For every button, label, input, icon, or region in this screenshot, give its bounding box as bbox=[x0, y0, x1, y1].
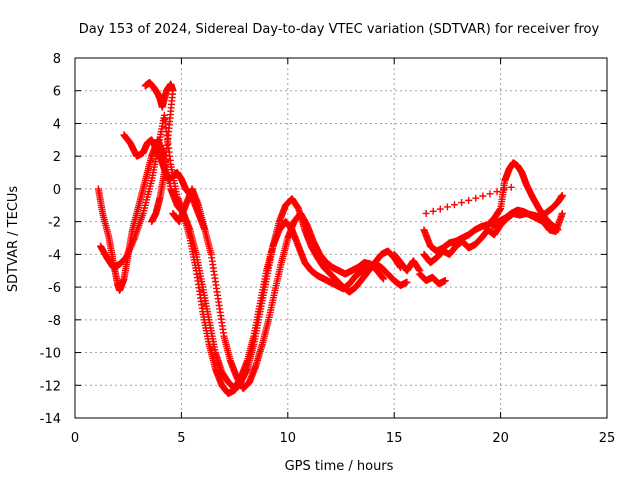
data-marks bbox=[94, 79, 566, 397]
data-point-marker bbox=[416, 267, 424, 275]
data-point-marker bbox=[558, 191, 566, 199]
plot-frame bbox=[74, 57, 608, 419]
data-point-marker bbox=[493, 188, 501, 196]
x-tick-label: 10 bbox=[280, 431, 297, 446]
series-track-f bbox=[420, 159, 562, 255]
y-tick-label: -14 bbox=[40, 412, 61, 427]
y-tick-label: -4 bbox=[48, 248, 61, 263]
data-point-marker bbox=[472, 194, 480, 202]
x-tick-label: 0 bbox=[71, 431, 79, 446]
y-tick-label: -10 bbox=[40, 347, 61, 362]
data-point-marker bbox=[441, 277, 449, 285]
data-point-marker bbox=[403, 278, 411, 286]
chart-title: Day 153 of 2024, Sidereal Day-to-day VTE… bbox=[79, 22, 600, 37]
data-point-marker bbox=[422, 209, 430, 217]
data-point-marker bbox=[486, 190, 494, 198]
series-track-e bbox=[169, 185, 388, 393]
y-tick-label: 8 bbox=[53, 52, 61, 67]
x-tick-label: 15 bbox=[386, 431, 403, 446]
data-point-marker bbox=[458, 199, 466, 207]
y-tick-label: 0 bbox=[53, 183, 61, 198]
series-track-k bbox=[422, 183, 515, 217]
data-point-marker bbox=[436, 205, 444, 213]
y-axis-label: SDTVAR / TECUs bbox=[6, 186, 21, 293]
grid-lines bbox=[75, 58, 607, 418]
data-point-marker bbox=[429, 207, 437, 215]
y-tick-label: 2 bbox=[53, 150, 61, 165]
x-tick-label: 20 bbox=[492, 431, 509, 446]
data-point-marker bbox=[443, 203, 451, 211]
data-point-marker bbox=[465, 196, 473, 204]
x-tick-label: 25 bbox=[599, 431, 616, 446]
data-point-marker bbox=[148, 218, 156, 226]
data-point-marker bbox=[558, 209, 566, 217]
axis-ticks bbox=[74, 57, 608, 419]
y-tick-label: -8 bbox=[48, 314, 61, 329]
data-point-marker bbox=[479, 192, 487, 200]
data-point-marker bbox=[500, 185, 508, 193]
series-track-j bbox=[390, 250, 424, 275]
series-track-i bbox=[416, 270, 449, 288]
data-point-marker bbox=[380, 275, 388, 283]
y-tick-label: 6 bbox=[53, 85, 61, 100]
series-track-h bbox=[488, 206, 566, 235]
x-tick-label: 5 bbox=[177, 431, 185, 446]
data-point-marker bbox=[507, 183, 515, 191]
tick-labels: 0 5 10 15 20 25 -14 -12 -10 -8 -6 -4 -2 0 2 4 6 8 bbox=[40, 52, 616, 446]
data-point-marker bbox=[450, 201, 458, 209]
y-tick-label: -12 bbox=[40, 379, 61, 394]
series-track-d bbox=[141, 79, 177, 226]
y-tick-label: -6 bbox=[48, 281, 61, 296]
y-tick-label: -2 bbox=[48, 216, 61, 231]
x-axis-label: GPS time / hours bbox=[285, 459, 394, 474]
y-tick-label: 4 bbox=[53, 117, 61, 132]
